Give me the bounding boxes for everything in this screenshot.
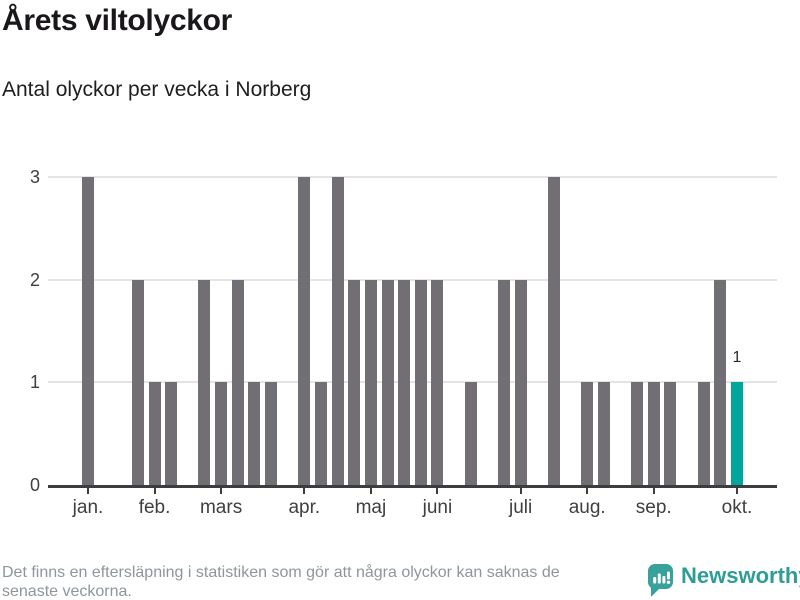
bar-week-24 bbox=[464, 382, 477, 485]
bar-week-16 bbox=[331, 176, 344, 485]
bar-week-22 bbox=[431, 279, 444, 485]
x-tick-label-sep.: sep. bbox=[635, 497, 672, 518]
x-tick-mark-okt. bbox=[735, 488, 738, 494]
bar-week-36 bbox=[664, 382, 677, 485]
x-tick-label-jan.: jan. bbox=[72, 497, 104, 518]
bar-value-label: 1 bbox=[732, 349, 742, 366]
x-tick-mark-maj bbox=[369, 488, 372, 494]
x-tick-mark-feb. bbox=[153, 488, 156, 494]
bar-week-32 bbox=[597, 382, 610, 485]
bar-week-27 bbox=[514, 279, 527, 485]
newsworthy-wordmark: Newsworthy bbox=[681, 563, 800, 588]
bar-week-34 bbox=[631, 382, 644, 485]
x-axis-line bbox=[48, 485, 777, 488]
y-tick-label-3: 3 bbox=[29, 166, 40, 187]
x-tick-label-maj: maj bbox=[355, 497, 387, 518]
footer-note: Det finns en eftersläpning i statistiken… bbox=[2, 563, 560, 600]
bar-week-20 bbox=[398, 279, 411, 485]
x-tick-mark-jan. bbox=[87, 488, 89, 494]
newsworthy-bubble-chart-icon bbox=[648, 564, 673, 597]
bar-week-14 bbox=[298, 176, 311, 485]
x-tick-mark-aug. bbox=[586, 488, 589, 494]
bar-week-19 bbox=[381, 279, 394, 485]
bar-week-17 bbox=[348, 279, 361, 485]
x-tick-mark-apr. bbox=[303, 488, 306, 494]
x-tick-mark-mars bbox=[220, 488, 223, 494]
gridline-y-1 bbox=[48, 381, 777, 384]
x-tick-label-feb.: feb. bbox=[138, 497, 171, 518]
x-tick-label-juni: juni bbox=[422, 497, 453, 518]
bar-week-6 bbox=[165, 382, 178, 485]
bar-week-8 bbox=[198, 279, 211, 485]
bar-week-15 bbox=[314, 382, 327, 485]
y-tick-label-0: 0 bbox=[29, 475, 40, 495]
bar-week-39 bbox=[714, 279, 727, 485]
bar-week-10 bbox=[231, 279, 244, 485]
chart-subtitle: Antal olyckor per vecka i Norberg bbox=[2, 78, 312, 101]
bar-week-35 bbox=[647, 382, 660, 485]
x-tick-mark-juli bbox=[519, 488, 522, 494]
x-tick-label-mars: mars bbox=[199, 497, 243, 518]
bar-week-11 bbox=[248, 382, 261, 485]
speech-bubble-tail bbox=[651, 588, 660, 597]
y-tick-label-2: 2 bbox=[29, 269, 40, 290]
footer-note-line-1: Det finns en eftersläpning i statistiken… bbox=[2, 564, 560, 581]
page-title: Årets viltolyckor bbox=[2, 4, 232, 37]
bar-week-9 bbox=[215, 382, 228, 485]
mini-bar-chart-glyph bbox=[653, 571, 671, 584]
bar-week-4 bbox=[131, 279, 144, 485]
newsworthy-logo: Newsworthy bbox=[648, 562, 800, 597]
bar-week-5 bbox=[148, 382, 161, 485]
x-tick-label-juli: juli bbox=[509, 497, 533, 518]
bar-week-40 bbox=[730, 382, 743, 485]
gridline-y-2 bbox=[48, 278, 777, 281]
gridline-y-3 bbox=[48, 175, 777, 178]
y-tick-label-1: 1 bbox=[29, 372, 40, 393]
bar-week-21 bbox=[414, 279, 427, 485]
x-tick-label-aug.: aug. bbox=[568, 497, 606, 518]
bar-week-31 bbox=[581, 382, 594, 485]
x-tick-mark-juni bbox=[436, 488, 439, 494]
bar-week-29 bbox=[547, 176, 560, 485]
bar-week-26 bbox=[498, 279, 510, 485]
bar-week-18 bbox=[364, 279, 377, 485]
bar-week-1 bbox=[82, 176, 94, 485]
bar-week-38 bbox=[697, 382, 710, 485]
bar-week-12 bbox=[265, 382, 278, 485]
x-tick-mark-sep. bbox=[652, 488, 655, 494]
x-tick-label-okt.: okt. bbox=[721, 497, 753, 518]
x-tick-label-apr.: apr. bbox=[288, 497, 321, 518]
footer-note-line-2: senaste veckorna. bbox=[2, 583, 132, 600]
